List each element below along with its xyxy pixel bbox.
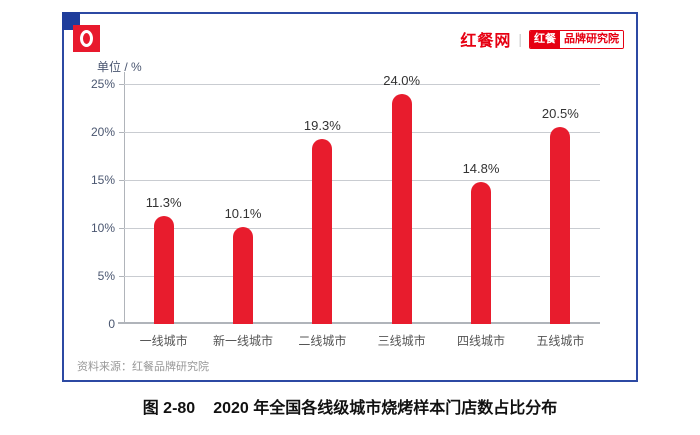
x-axis-line [118,322,600,324]
bar-三线城市 [391,93,412,324]
x-category-label: 三线城市 [377,334,426,348]
x-category-label: 二线城市 [298,334,347,348]
figure-caption: 图 2-80 2020 年全国各线级城市烧烤样本门店数占比分布 [0,394,700,418]
gridline [124,83,600,85]
y-tick-mark [119,275,124,277]
gridline [124,275,600,277]
y-tick-label: 20% [90,125,115,139]
bar-value-label: 24.0% [383,72,421,88]
gridline [124,227,600,229]
bar-新一线城市 [233,227,253,324]
brand-badge-right: 品牌研究院 [560,30,623,48]
logo-ring-shape [80,30,93,47]
bar-value-label: 14.8% [462,160,500,176]
bar-二线城市 [312,138,333,324]
source-note: 资料来源：红餐品牌研究院 [77,361,209,373]
brand-badge: 红餐 品牌研究院 [529,29,624,49]
y-tick-label: 5% [97,269,115,283]
brand-site-name: 红餐网 [460,33,512,50]
y-tick-label: 10% [90,221,115,235]
y-tick-mark [119,227,124,229]
brand-row: 红餐网 | 红餐 品牌研究院 [460,27,624,51]
gridline [124,179,600,181]
brand-divider: | [518,31,522,47]
y-axis-unit-label: 单位 / % [97,60,142,74]
bar-value-label: 19.3% [303,117,341,133]
brand-badge-left: 红餐 [530,30,560,48]
y-tick-mark [119,131,124,133]
y-axis-line [124,72,125,324]
x-category-label: 新一线城市 [212,334,274,348]
gridline [124,131,600,133]
bar-一线城市 [153,215,174,324]
bar-value-label: 11.3% [145,194,182,210]
y-tick-mark [119,179,124,181]
bar-value-label: 10.1% [224,206,262,222]
figure-frame: 红餐网 | 红餐 品牌研究院 单位 / % 0 5% 10% 15% 20% 25% 11.… [62,12,638,382]
hongcan-logo-icon [73,25,100,52]
figure-number: 图 2-80 [142,400,196,417]
x-category-label: 五线城市 [536,334,585,348]
bar-五线城市 [550,127,571,324]
y-tick-mark [119,83,124,85]
y-tick-label: 0 [108,317,115,331]
plot-area: 0 5% 10% 15% 20% 25% 11.3% 一线城市 10.1% 新一线城市 19.3% 二… [91,14,600,348]
figure-title: 2020 年全国各线级城市烧烤样本门店数占比分布 [213,400,558,417]
bar-四线城市 [471,181,491,324]
x-category-label: 一线城市 [139,334,188,348]
bar-value-label: 20.5% [541,106,579,122]
x-category-label: 四线城市 [456,334,506,348]
y-tick-label: 15% [90,173,115,187]
y-tick-label: 25% [90,77,115,91]
